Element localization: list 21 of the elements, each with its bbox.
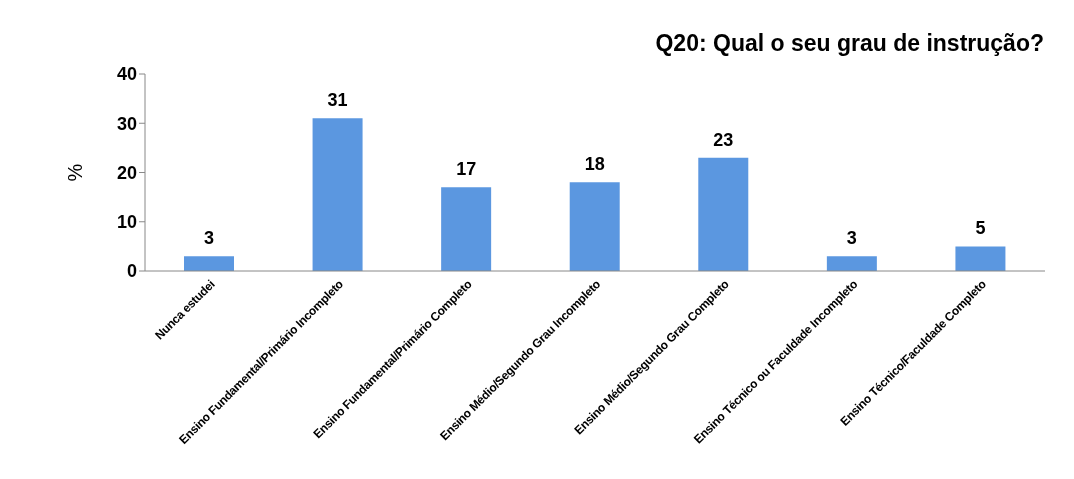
bar (826, 256, 877, 271)
bar (569, 182, 620, 271)
y-tick-label: 10 (116, 212, 137, 233)
y-tick-label: 40 (116, 64, 137, 85)
data-label: 31 (327, 90, 348, 111)
bar (698, 157, 749, 271)
chart-title: Q20: Qual o seu grau de instrução? (655, 30, 1044, 57)
y-tick-label: 0 (126, 261, 137, 282)
data-label: 17 (456, 159, 477, 180)
y-tick-label: 30 (116, 113, 137, 134)
bar (184, 256, 234, 271)
bar (312, 118, 363, 271)
bar (955, 246, 1006, 271)
data-label: 18 (584, 154, 605, 175)
y-axis-title: % (64, 163, 87, 182)
bar (441, 187, 492, 271)
data-label: 3 (846, 228, 857, 249)
y-tick-label: 20 (116, 162, 137, 183)
data-label: 3 (203, 228, 215, 249)
data-label: 23 (713, 129, 734, 150)
data-label: 5 (975, 218, 986, 239)
